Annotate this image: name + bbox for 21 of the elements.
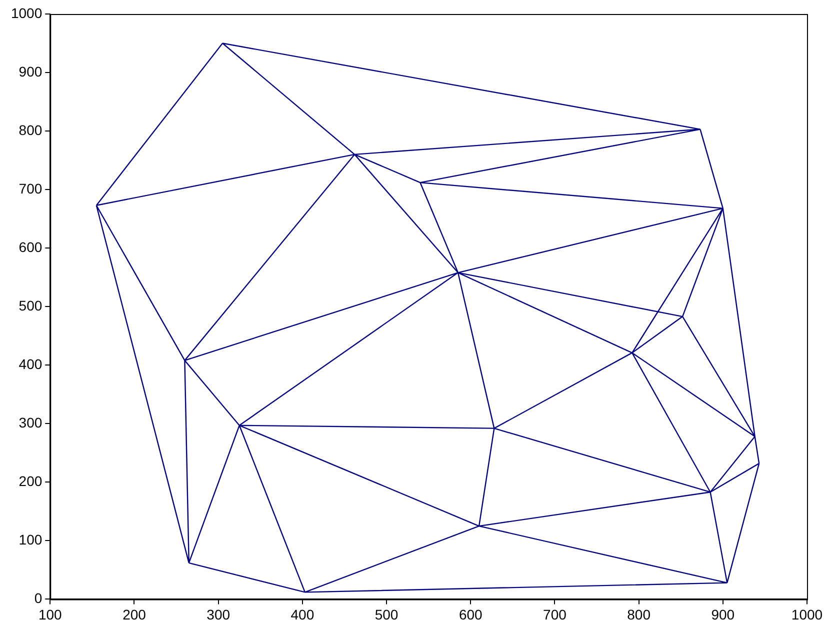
x-tick-label: 200: [122, 606, 146, 622]
x-tick-label: 800: [627, 606, 651, 622]
x-tick-label: 700: [543, 606, 567, 622]
x-tick-label: 400: [290, 606, 314, 622]
y-tick-label: 1000: [10, 4, 42, 21]
y-tick-label: 800: [18, 122, 42, 138]
y-tick-label: 300: [18, 414, 42, 430]
x-tick-label: 500: [374, 606, 398, 622]
x-tick-label: 100: [38, 606, 62, 622]
y-tick-label: 900: [18, 63, 42, 80]
y-tick-label: 0: [34, 590, 42, 606]
y-tick-label: 100: [18, 532, 42, 548]
x-tick-label: 300: [206, 606, 230, 622]
x-tick-label: 600: [458, 606, 483, 622]
y-tick-label: 400: [18, 356, 42, 372]
y-tick-label: 500: [18, 297, 42, 314]
y-tick-label: 200: [18, 473, 42, 490]
y-tick-label: 600: [18, 238, 42, 255]
x-tick-label: 1000: [791, 606, 823, 622]
y-tick-label: 700: [18, 180, 42, 196]
x-tick-label: 900: [711, 606, 735, 622]
